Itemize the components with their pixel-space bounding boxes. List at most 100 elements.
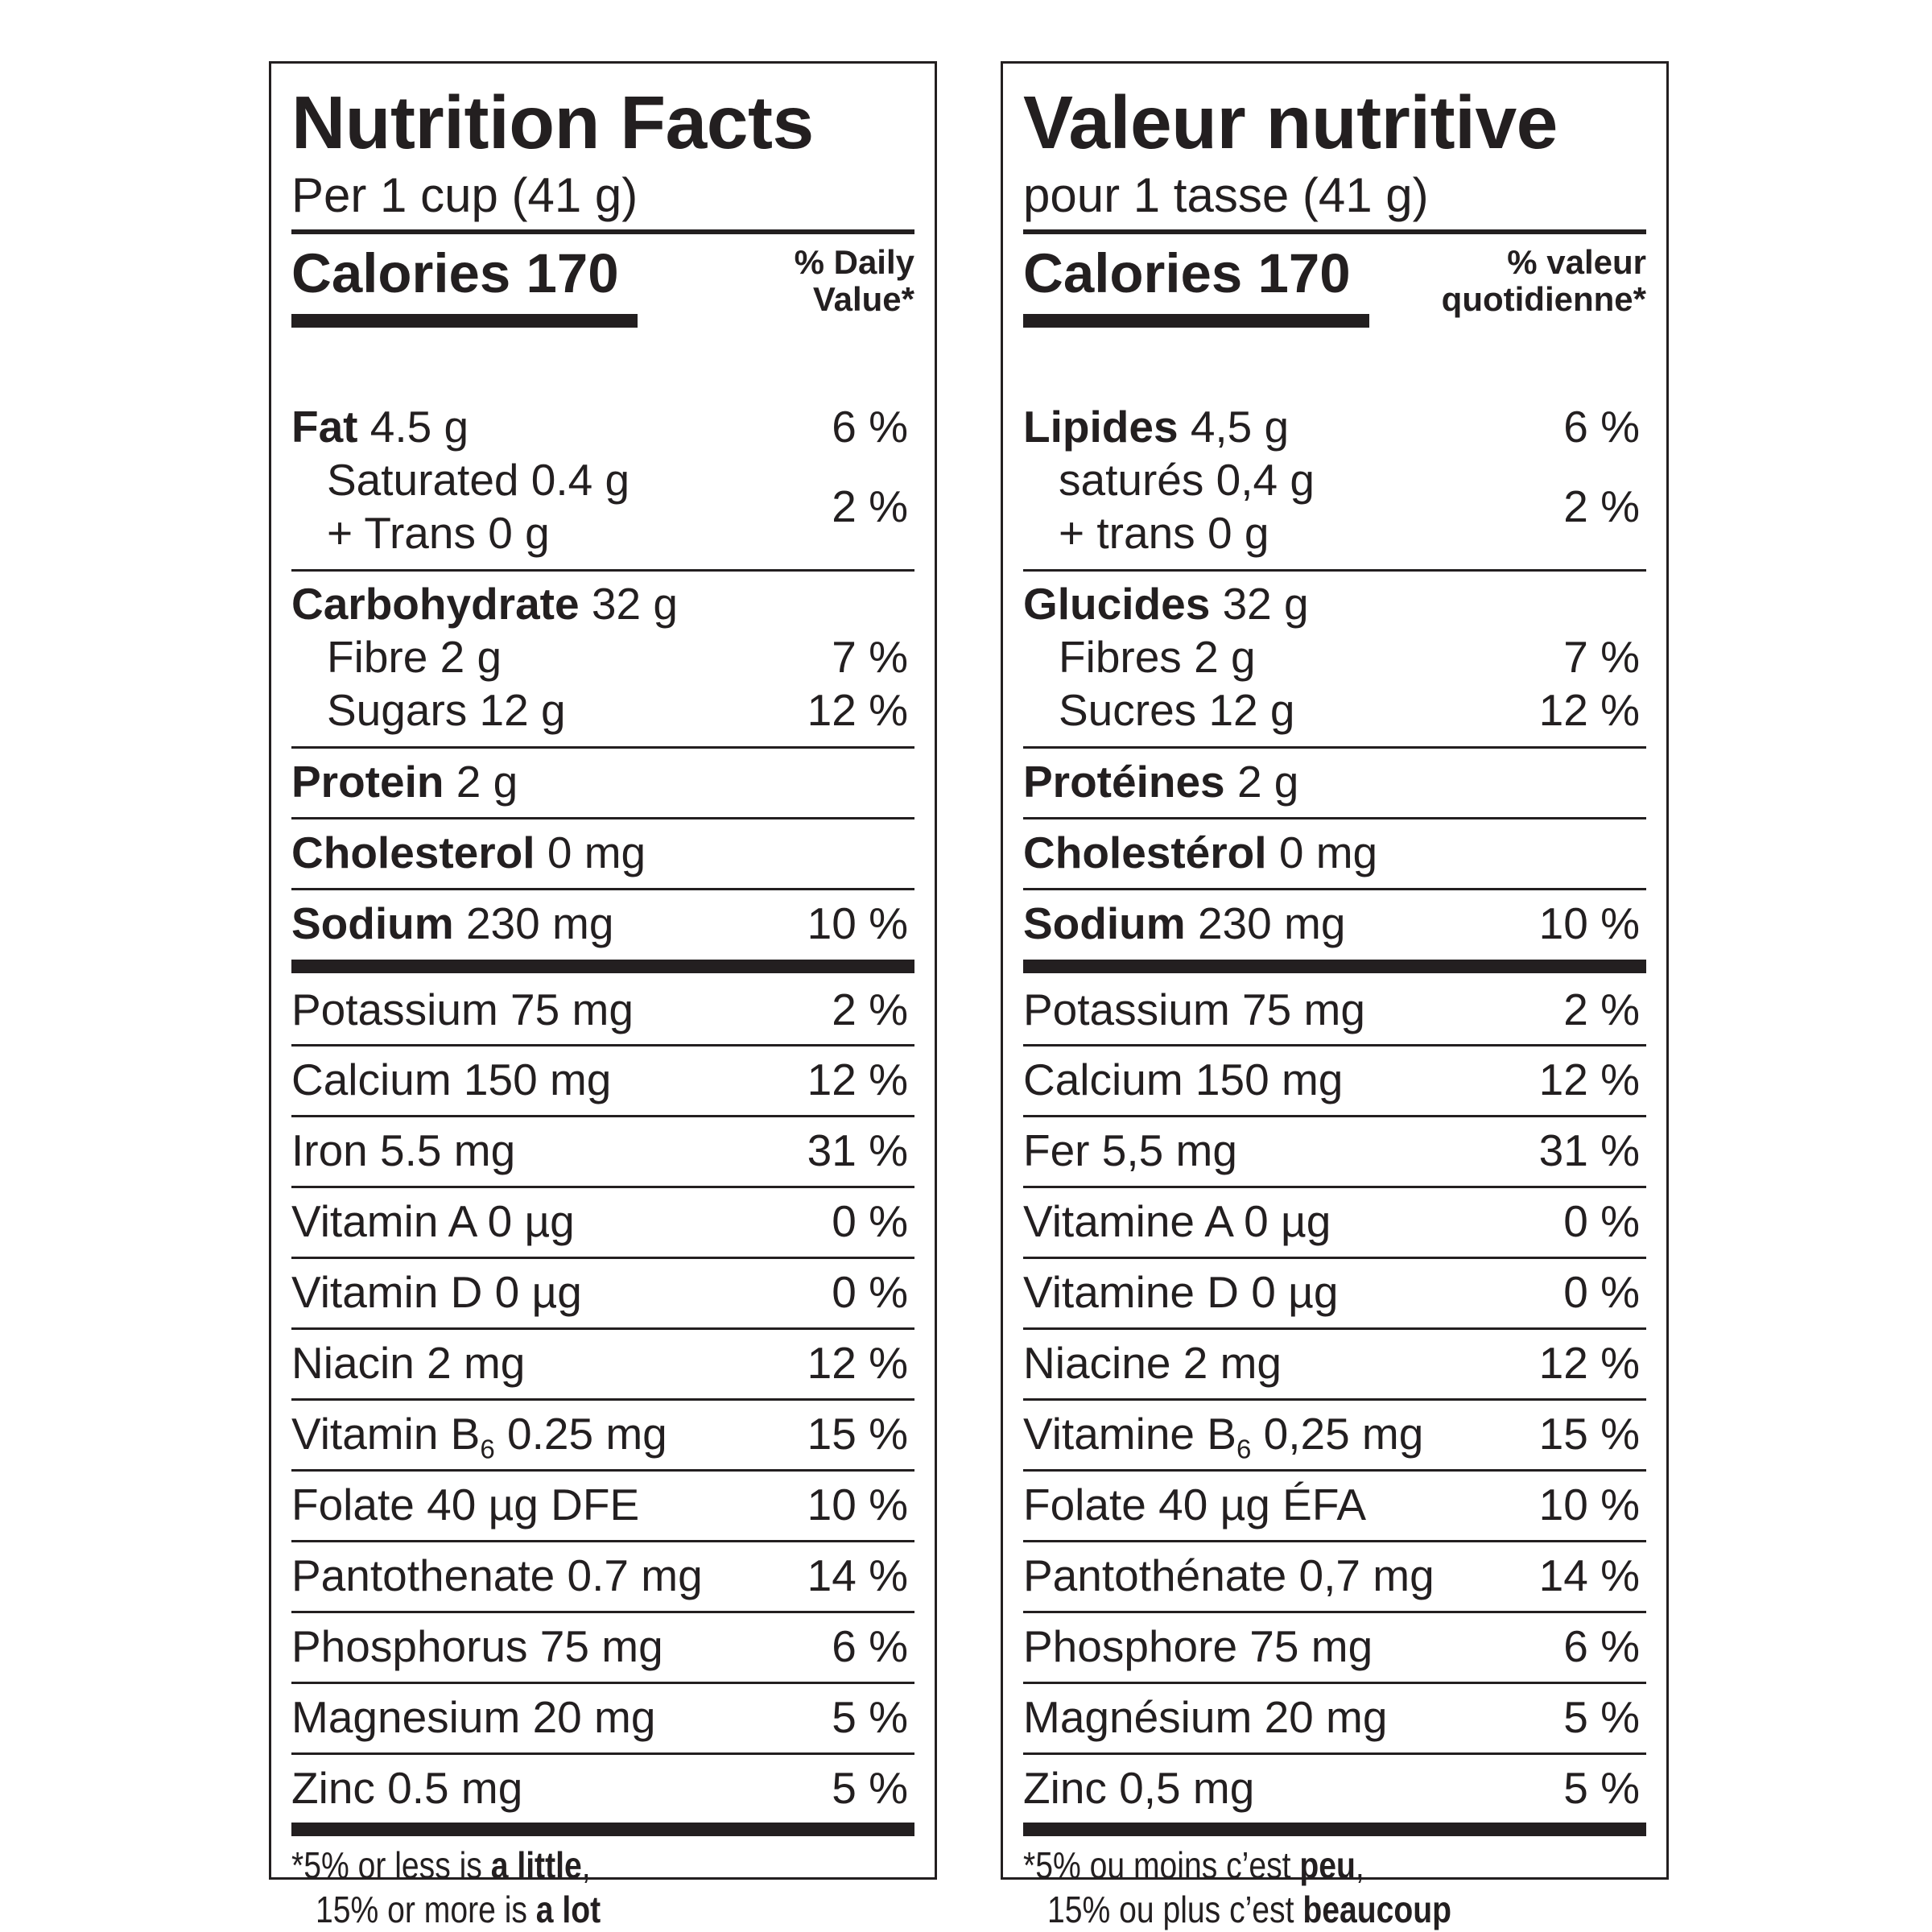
- row-protein: Protein 2 g: [291, 751, 914, 812]
- row-potassium: Potassium 75 mg 2 %: [1023, 979, 1646, 1040]
- daily-value-heading-line1: % Daily: [794, 243, 914, 281]
- nutrient-label: Protein: [291, 757, 444, 807]
- nutrient-label: Vitamine B: [1023, 1409, 1236, 1459]
- row-carbohydrate: Carbohydrate 32 g: [291, 573, 914, 634]
- daily-value-heading-line2: quotidienne*: [1441, 280, 1646, 318]
- divider: [291, 1398, 914, 1401]
- daily-value: 14 %: [807, 1550, 908, 1600]
- row-sugars: Sucres 12 g 12 %: [1023, 679, 1646, 741]
- daily-value: 6 %: [832, 1621, 908, 1671]
- nutrient-label: Fat: [291, 402, 358, 452]
- row-phosphorus: Phosphorus 75 mg 6 %: [291, 1616, 914, 1677]
- nutrient-label: Cholestérol: [1023, 828, 1267, 877]
- daily-value-saturated-trans: 2 %: [832, 481, 908, 531]
- nutrient-label: Phosphorus 75 mg: [291, 1621, 663, 1671]
- divider: [291, 229, 914, 234]
- nutrient-label: Phosphore 75 mg: [1023, 1621, 1373, 1671]
- divider: [291, 1682, 914, 1684]
- nutrient-amount: 4,5 g: [1190, 402, 1290, 452]
- row-fibre: Fibre 2 g 7 %: [291, 626, 914, 687]
- nutrient-label: Sodium: [1023, 898, 1186, 948]
- footnote-text: *5% ou moins c’est: [1023, 1844, 1300, 1886]
- daily-value: 5 %: [1563, 1692, 1640, 1742]
- daily-value-saturated-trans: 2 %: [1563, 481, 1640, 531]
- daily-value: 5 %: [1563, 1763, 1640, 1813]
- divider: [291, 1327, 914, 1330]
- nutrient-subscript: 6: [480, 1434, 495, 1464]
- row-cholesterol: Cholesterol 0 mg: [291, 822, 914, 883]
- nutrient-label: Vitamine D 0 µg: [1023, 1267, 1339, 1317]
- daily-value-heading-line1: % valeur: [1507, 243, 1646, 281]
- divider: [291, 1115, 914, 1117]
- nutrient-label: Fer 5,5 mg: [1023, 1125, 1237, 1175]
- daily-value: 12 %: [807, 685, 908, 735]
- nutrient-amount: 4.5 g: [369, 402, 469, 452]
- row-vitamin-a: Vitamine A 0 µg 0 %: [1023, 1191, 1646, 1252]
- nutrient-label: Zinc 0.5 mg: [291, 1763, 523, 1813]
- row-vitamin-b6: Vitamin B6 0.25 mg 15 %: [291, 1403, 914, 1464]
- daily-value: 7 %: [832, 632, 908, 682]
- calories-label: Calories 170: [291, 242, 619, 304]
- nutrient-label: Iron 5.5 mg: [291, 1125, 516, 1175]
- nutrient-amount: 230 mg: [1197, 898, 1346, 948]
- divider: [1023, 229, 1646, 234]
- daily-value-heading: % valeur quotidienne*: [1442, 244, 1646, 318]
- daily-value: 2 %: [1563, 985, 1640, 1034]
- calories-label: Calories 170: [1023, 242, 1351, 304]
- daily-value: 31 %: [807, 1125, 908, 1175]
- footnote-emphasis: a little: [490, 1844, 582, 1886]
- row-sugars: Sugars 12 g 12 %: [291, 679, 914, 741]
- nutrient-amount: 32 g: [1222, 579, 1309, 629]
- divider: [291, 888, 914, 890]
- row-saturated: Saturated 0.4 g: [291, 449, 914, 510]
- daily-value: 5 %: [832, 1692, 908, 1742]
- nutrient-amount: 0 mg: [1278, 828, 1378, 877]
- daily-value: 5 %: [832, 1763, 908, 1813]
- divider: [1023, 1257, 1646, 1259]
- footnote-emphasis: a lot: [535, 1889, 601, 1930]
- divider: [1023, 817, 1646, 819]
- serving-size: pour 1 tasse (41 g): [1023, 168, 1429, 222]
- divider: [1023, 1682, 1646, 1684]
- nutrient-label: Potassium 75 mg: [291, 985, 634, 1034]
- row-vitamin-a: Vitamin A 0 µg 0 %: [291, 1191, 914, 1252]
- row-pantothenate: Pantothénate 0,7 mg 14 %: [1023, 1545, 1646, 1606]
- thick-divider: [291, 1823, 914, 1836]
- row-pantothenate: Pantothenate 0.7 mg 14 %: [291, 1545, 914, 1606]
- divider: [291, 1186, 914, 1188]
- nutrient-label: Fibre 2 g: [327, 632, 502, 682]
- nutrient-label: Lipides: [1023, 402, 1179, 452]
- footnote-line1: *5% ou moins c’est peu,: [1023, 1843, 1364, 1888]
- daily-value: 6 %: [1563, 1621, 1640, 1671]
- daily-value: 15 %: [807, 1409, 908, 1459]
- row-sodium: Sodium 230 mg 10 %: [1023, 893, 1646, 954]
- footnote-emphasis: beaucoup: [1302, 1889, 1451, 1930]
- row-fat: Fat 4.5 g 6 %: [291, 396, 914, 457]
- nutrient-label: Pantothénate 0,7 mg: [1023, 1550, 1435, 1600]
- row-zinc: Zinc 0.5 mg 5 %: [291, 1757, 914, 1818]
- row-fat: Lipides 4,5 g 6 %: [1023, 396, 1646, 457]
- divider: [291, 1611, 914, 1613]
- nutrient-label: Potassium 75 mg: [1023, 985, 1365, 1034]
- nutrient-label: Niacin 2 mg: [291, 1338, 526, 1388]
- nutrient-amount: 0.25 mg: [494, 1409, 667, 1459]
- footnote-line2: 15% or more is a lot: [316, 1887, 601, 1932]
- daily-value: 14 %: [1538, 1550, 1640, 1600]
- daily-value: 2 %: [832, 985, 908, 1034]
- row-trans: + trans 0 g: [1023, 502, 1646, 564]
- daily-value: 31 %: [1538, 1125, 1640, 1175]
- daily-value: 12 %: [1538, 1338, 1640, 1388]
- row-vitamin-d: Vitamin D 0 µg 0 %: [291, 1261, 914, 1323]
- daily-value: 0 %: [832, 1267, 908, 1317]
- nutrient-label: Folate 40 µg DFE: [291, 1480, 640, 1530]
- row-magnesium: Magnésium 20 mg 5 %: [1023, 1686, 1646, 1748]
- row-calcium: Calcium 150 mg 12 %: [1023, 1049, 1646, 1110]
- daily-value: 12 %: [1538, 1055, 1640, 1104]
- nutrient-label: Calcium 150 mg: [291, 1055, 612, 1104]
- nutrient-label: Folate 40 µg ÉFA: [1023, 1480, 1367, 1530]
- nutrient-subscript: 6: [1236, 1434, 1252, 1464]
- daily-value: 7 %: [1563, 632, 1640, 682]
- daily-value: 12 %: [1538, 685, 1640, 735]
- daily-value-heading: % Daily Value*: [795, 244, 914, 318]
- nutrient-amount: 32 g: [591, 579, 678, 629]
